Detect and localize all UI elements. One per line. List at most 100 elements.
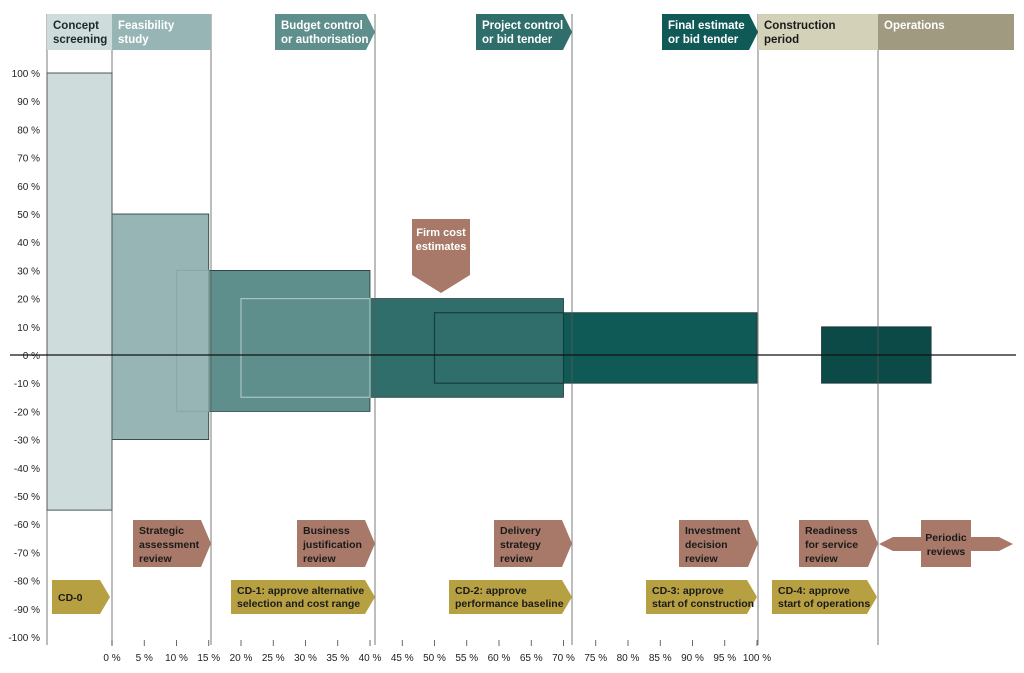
phase-header-label: period	[764, 34, 799, 46]
phase-header-label: screening	[53, 34, 107, 46]
y-tick-label: -20 %	[14, 407, 40, 418]
x-tick-label: 75 %	[584, 653, 607, 664]
phase-header: Project control or bid tender	[476, 14, 572, 50]
x-tick-label: 95 %	[713, 653, 736, 664]
x-tick-label: 65 %	[520, 653, 543, 664]
phase-header-box	[112, 14, 211, 50]
critical-decision-label: CD-0	[58, 592, 83, 604]
y-tick-label: 90 %	[17, 97, 40, 108]
y-tick-label: 40 %	[17, 238, 40, 249]
review-gate-label: review	[500, 553, 534, 565]
review-gate-label: review	[685, 553, 719, 565]
review-gate-arrow	[494, 520, 572, 567]
y-tick-label: 20 %	[17, 295, 40, 306]
periodic-reviews-label: Periodic	[925, 532, 967, 544]
y-tick-label: 50 %	[17, 210, 40, 221]
phase-dividers	[10, 14, 1016, 645]
x-tick-label: 10 %	[165, 653, 188, 664]
y-tick-label: -100 %	[8, 633, 40, 644]
review-gate-label: Business	[303, 525, 350, 537]
x-tick-label: 85 %	[649, 653, 672, 664]
y-tick-label: 60 %	[17, 182, 40, 193]
range-bar	[563, 312, 758, 384]
phase-header-box	[758, 14, 878, 50]
x-tick-label: 35 %	[326, 653, 349, 664]
phase-header: Feasibility study	[112, 14, 211, 50]
y-tick-label: 10 %	[17, 323, 40, 334]
y-tick-label: -70 %	[14, 548, 40, 559]
y-tick-label: 30 %	[17, 266, 40, 277]
phase-header: Final estimate or bid tender	[662, 14, 758, 50]
review-gate-label: review	[139, 553, 173, 565]
x-tick-label: 50 %	[423, 653, 446, 664]
callout-arrow	[412, 219, 470, 293]
periodic-reviews-arrow: Periodic reviews	[879, 520, 1013, 567]
review-gate-label: decision	[685, 539, 728, 551]
critical-decision-arrow	[449, 580, 572, 614]
periodic-reviews-shape	[879, 520, 1013, 567]
review-gate: Investment decision review	[679, 520, 758, 567]
review-gate-arrow	[133, 520, 211, 567]
critical-decision-label: start of operations	[778, 598, 870, 610]
range-bar	[46, 72, 113, 511]
y-axis: 100 % 90 % 80 % 70 % 60 % 50 % 40 % 30 % 20 % 10 …	[8, 69, 40, 644]
phase-header-label: Concept	[53, 20, 99, 32]
critical-decision-arrow	[646, 580, 757, 614]
y-tick-label: -80 %	[14, 577, 40, 588]
phase-headers: Concept screening Feasibility study Budget c…	[47, 14, 1014, 50]
phase-header: Concept screening	[47, 14, 112, 50]
y-tick-label: 0 %	[23, 351, 40, 362]
review-gate: Delivery strategy review	[494, 520, 572, 567]
phase-header-label: Feasibility	[118, 20, 175, 32]
phase-header-arrow	[476, 14, 572, 50]
review-gate-arrow	[679, 520, 758, 567]
phase-header-label: or authorisation	[281, 34, 369, 46]
review-gates: Strategic assessment review Business justifi…	[133, 520, 1013, 567]
critical-decision-label: CD-2: approve	[455, 585, 527, 597]
phase-header: Construction period	[758, 14, 878, 50]
y-tick-label: 80 %	[17, 125, 40, 136]
phase-header: Operations	[878, 14, 1014, 50]
review-gate-arrow	[297, 520, 375, 567]
y-tick-label: -40 %	[14, 464, 40, 475]
critical-decision-label: CD-4: approve	[778, 585, 850, 597]
x-tick-label: 90 %	[681, 653, 704, 664]
x-tick-label: 30 %	[294, 653, 317, 664]
review-gate-label: Investment	[685, 525, 741, 537]
callout-label: estimates	[416, 241, 467, 253]
review-gate: Strategic assessment review	[133, 520, 211, 567]
y-tick-label: 100 %	[12, 69, 40, 80]
x-tick-label: 70 %	[552, 653, 575, 664]
phase-header-label: Budget control	[281, 20, 363, 32]
review-gate-label: Strategic	[139, 525, 184, 537]
review-gate-label: Delivery	[500, 525, 541, 537]
phase-header-label: Construction	[764, 20, 836, 32]
x-tick-label: 45 %	[391, 653, 414, 664]
callout-label: Firm cost	[416, 227, 466, 239]
x-tick-label: 40 %	[359, 653, 382, 664]
periodic-reviews-label: reviews	[927, 546, 966, 558]
phase-header-box	[47, 14, 112, 50]
x-tick-label: 20 %	[230, 653, 253, 664]
review-gate-label: justification	[302, 539, 362, 551]
phase-header-label: Final estimate	[668, 20, 745, 32]
review-gate-label: review	[805, 553, 839, 565]
critical-decision: CD-0	[52, 580, 110, 614]
firm-cost-estimates-callout: Firm cost estimates	[412, 219, 470, 293]
y-tick-label: -90 %	[14, 605, 40, 616]
critical-decision-label: CD-3: approve	[652, 585, 724, 597]
x-tick-label: 55 %	[455, 653, 478, 664]
critical-decision-label: start of construction	[652, 598, 754, 610]
review-gate-label: review	[303, 553, 337, 565]
x-tick-label: 5 %	[136, 653, 153, 664]
x-tick-label: 0 %	[103, 653, 120, 664]
y-tick-label: -30 %	[14, 436, 40, 447]
x-tick-label: 80 %	[617, 653, 640, 664]
review-gate-label: assessment	[139, 539, 200, 551]
x-tick-label: 15 %	[197, 653, 220, 664]
